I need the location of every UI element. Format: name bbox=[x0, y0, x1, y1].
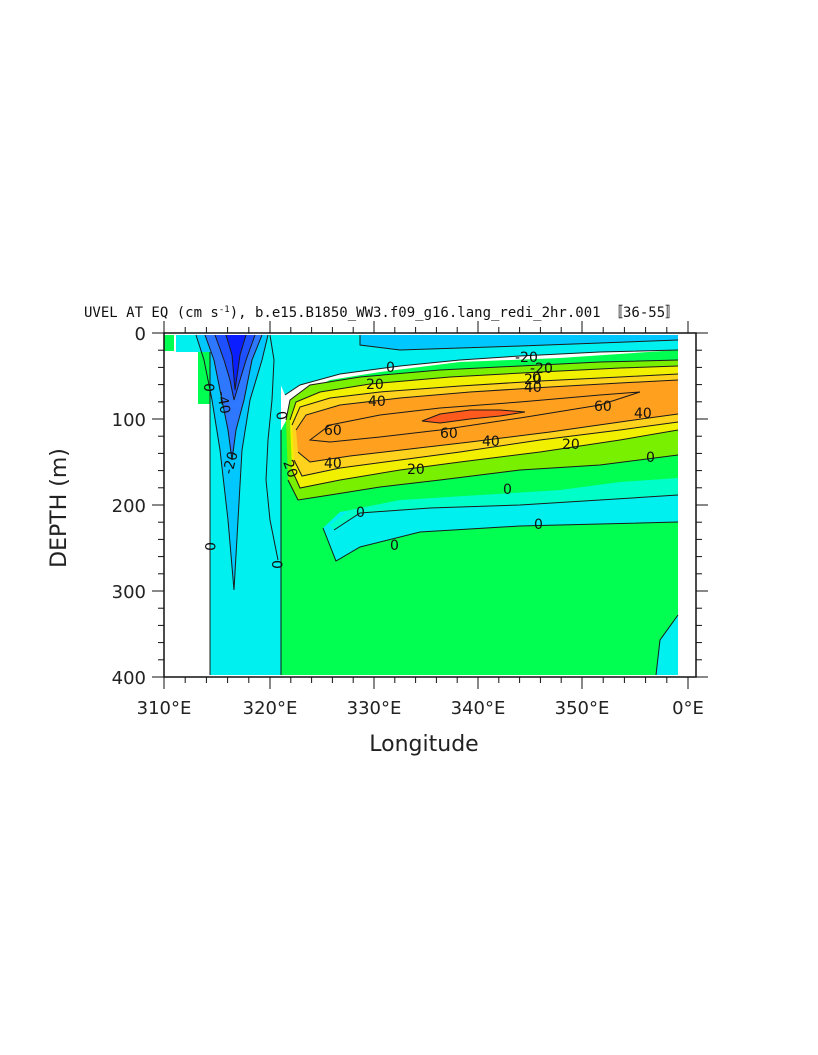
contour-label: 60 bbox=[440, 426, 458, 442]
contour-label: 0 bbox=[200, 383, 216, 392]
contour-label: -20 bbox=[530, 361, 553, 377]
y-axis-title: DEPTH (m) bbox=[47, 448, 72, 568]
region-surface-westward bbox=[176, 335, 678, 395]
contour-lines bbox=[195, 334, 679, 676]
region-neg-band-lower2 bbox=[330, 478, 678, 530]
contour-label: 40 bbox=[634, 406, 652, 422]
contour-labels: -20 0 20 40 60 60 40 20 0 0 0 0 20 40 0 … bbox=[200, 350, 655, 569]
contour-label: 0 bbox=[356, 505, 365, 521]
contour-label: 40 bbox=[482, 434, 500, 450]
contour-label: 20 bbox=[562, 437, 580, 453]
x-tick-label: 330°E bbox=[347, 698, 402, 719]
contour-label: 40 bbox=[524, 380, 542, 396]
contour-label: -20 bbox=[515, 350, 538, 366]
contour-label: 20 bbox=[366, 377, 384, 393]
contour-label: 60 bbox=[324, 423, 342, 439]
contour-label: 0 bbox=[503, 482, 512, 498]
region-wb-jet-40 bbox=[226, 335, 246, 390]
y-tick-label: 300 bbox=[112, 582, 146, 603]
patch-west-mid bbox=[198, 352, 210, 404]
contour-label: 0 bbox=[272, 410, 289, 422]
contour-label: 60 bbox=[594, 399, 612, 415]
contour-label: 0 bbox=[201, 542, 217, 551]
contour-label: 0 bbox=[646, 450, 655, 466]
contour-label: 40 bbox=[368, 394, 386, 410]
contour-label: 0 bbox=[386, 360, 395, 376]
contour-label: -20 bbox=[220, 450, 241, 476]
contour-label: 20 bbox=[407, 462, 425, 478]
contour-label: 0 bbox=[534, 517, 543, 533]
x-tick-label: 0°E bbox=[672, 698, 704, 719]
contour-label: 0 bbox=[268, 560, 284, 569]
contour-label: 40 bbox=[324, 456, 342, 472]
y-tick-label: 400 bbox=[112, 668, 146, 689]
contour-label: -40 bbox=[213, 390, 233, 415]
y-tick-label: 200 bbox=[112, 496, 146, 517]
contour-label: 20 bbox=[279, 458, 300, 480]
patch-west-top bbox=[164, 335, 174, 351]
plot-area: -20 0 20 40 60 60 40 20 0 0 0 0 20 40 0 … bbox=[164, 333, 696, 676]
y-tick-label: 0 bbox=[135, 324, 146, 345]
x-tick-label: 350°E bbox=[555, 698, 610, 719]
x-tick-label: 320°E bbox=[243, 698, 298, 719]
x-axis-title: Longitude bbox=[369, 732, 478, 757]
contour-label: 0 bbox=[532, 370, 541, 386]
region-neg-deep-southeast bbox=[656, 615, 678, 675]
region-surface-faster bbox=[360, 335, 678, 350]
x-tick-label: 340°E bbox=[451, 698, 506, 719]
chart-title: UVEL AT EQ (cm s-1), b.e15.B1850_WW3.f09… bbox=[84, 305, 679, 321]
contour-label: 20 bbox=[524, 372, 542, 388]
region-euc-40-60 bbox=[296, 380, 678, 462]
y-tick-label: 100 bbox=[112, 410, 146, 431]
x-tick-label: 310°E bbox=[137, 698, 192, 719]
contour-label: 0 bbox=[390, 538, 399, 554]
